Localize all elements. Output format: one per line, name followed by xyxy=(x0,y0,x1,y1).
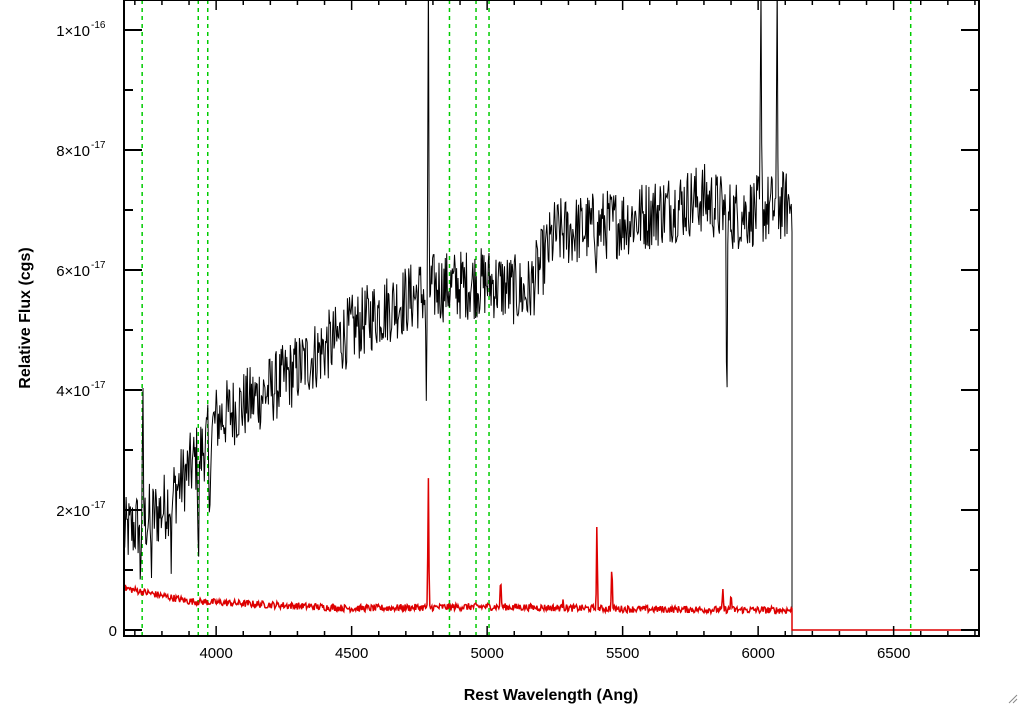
resize-grip-icon[interactable] xyxy=(1006,692,1018,704)
y-tick-label: 8×10 xyxy=(56,143,90,160)
x-tick-label: 6000 xyxy=(741,645,774,662)
x-axis-label: Rest Wavelength (Ang) xyxy=(464,687,639,704)
x-tick-label: 4500 xyxy=(335,645,368,662)
x-tick-label: 5500 xyxy=(606,645,639,662)
series-line-0 xyxy=(124,0,793,636)
y-tick-label: 1×10 xyxy=(56,23,90,40)
axes-box xyxy=(123,0,980,637)
y-tick-exponent: -16 xyxy=(91,20,106,31)
y-tick-exponent: -17 xyxy=(91,380,106,391)
y-tick-label: 0 xyxy=(109,623,117,640)
y-tick-label: 2×10 xyxy=(56,503,90,520)
x-tick-label: 4000 xyxy=(199,645,232,662)
y-tick-exponent: -17 xyxy=(91,140,106,151)
y-axis-label: Relative Flux (cgs) xyxy=(17,247,34,388)
series-layer xyxy=(124,0,979,636)
y-tick-label: 6×10 xyxy=(56,263,90,280)
x-tick-label: 5000 xyxy=(470,645,503,662)
y-tick-exponent: -17 xyxy=(91,500,106,511)
axis-ticks xyxy=(124,0,979,636)
plot-frame xyxy=(123,0,980,637)
series-line-1 xyxy=(124,478,979,631)
y-tick-exponent: -17 xyxy=(91,260,106,271)
y-tick-label: 4×10 xyxy=(56,383,90,400)
x-tick-label: 6500 xyxy=(877,645,910,662)
